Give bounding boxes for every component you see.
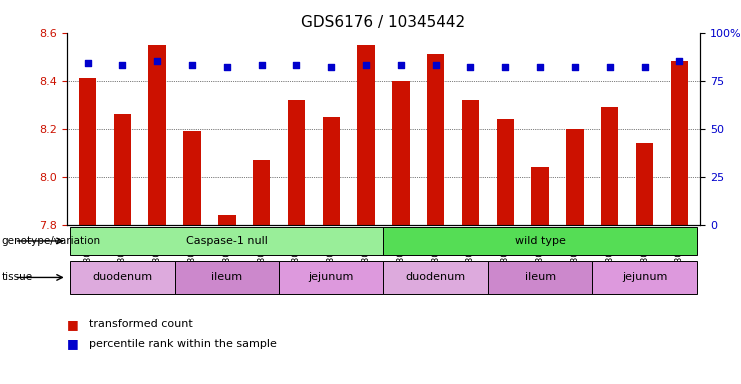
Bar <box>462 100 479 225</box>
Text: percentile rank within the sample: percentile rank within the sample <box>89 339 277 349</box>
Bar <box>384 227 697 255</box>
Text: Caspase-1 null: Caspase-1 null <box>186 236 268 246</box>
Bar <box>531 167 549 225</box>
Bar <box>288 100 305 225</box>
Point <box>604 64 616 70</box>
Point <box>116 62 128 68</box>
Point <box>674 58 685 65</box>
Point <box>639 64 651 70</box>
Bar <box>70 261 175 294</box>
Bar <box>218 215 236 225</box>
Bar <box>384 261 488 294</box>
Point <box>256 62 268 68</box>
Point <box>569 64 581 70</box>
Point <box>186 62 198 68</box>
Point <box>499 64 511 70</box>
Bar <box>392 81 410 225</box>
Text: tissue: tissue <box>1 272 33 283</box>
Bar <box>671 61 688 225</box>
Bar <box>496 119 514 225</box>
Point <box>82 60 93 66</box>
Bar <box>148 45 166 225</box>
Point <box>430 62 442 68</box>
Point <box>534 64 546 70</box>
Text: transformed count: transformed count <box>89 319 193 329</box>
Title: GDS6176 / 10345442: GDS6176 / 10345442 <box>302 15 465 30</box>
Bar <box>427 54 445 225</box>
Point <box>325 64 337 70</box>
Bar <box>322 117 340 225</box>
Text: ileum: ileum <box>211 272 242 283</box>
Bar <box>279 261 384 294</box>
Text: ■: ■ <box>67 318 79 331</box>
Bar <box>566 129 584 225</box>
Bar <box>79 78 96 225</box>
Bar <box>357 45 375 225</box>
Bar <box>636 143 654 225</box>
Text: jejunum: jejunum <box>622 272 667 283</box>
Text: ■: ■ <box>67 337 79 350</box>
Bar <box>488 261 592 294</box>
Point <box>360 62 372 68</box>
Point <box>151 58 163 65</box>
Text: ileum: ileum <box>525 272 556 283</box>
Bar <box>70 227 384 255</box>
Point <box>395 62 407 68</box>
Bar <box>175 261 279 294</box>
Bar <box>183 131 201 225</box>
Point <box>221 64 233 70</box>
Text: jejunum: jejunum <box>308 272 354 283</box>
Text: genotype/variation: genotype/variation <box>1 236 101 246</box>
Text: wild type: wild type <box>515 236 565 246</box>
Text: duodenum: duodenum <box>405 272 466 283</box>
Bar <box>253 160 270 225</box>
Point <box>290 62 302 68</box>
Bar <box>601 107 619 225</box>
Bar <box>113 114 131 225</box>
Bar <box>592 261 697 294</box>
Text: duodenum: duodenum <box>93 272 153 283</box>
Point <box>465 64 476 70</box>
